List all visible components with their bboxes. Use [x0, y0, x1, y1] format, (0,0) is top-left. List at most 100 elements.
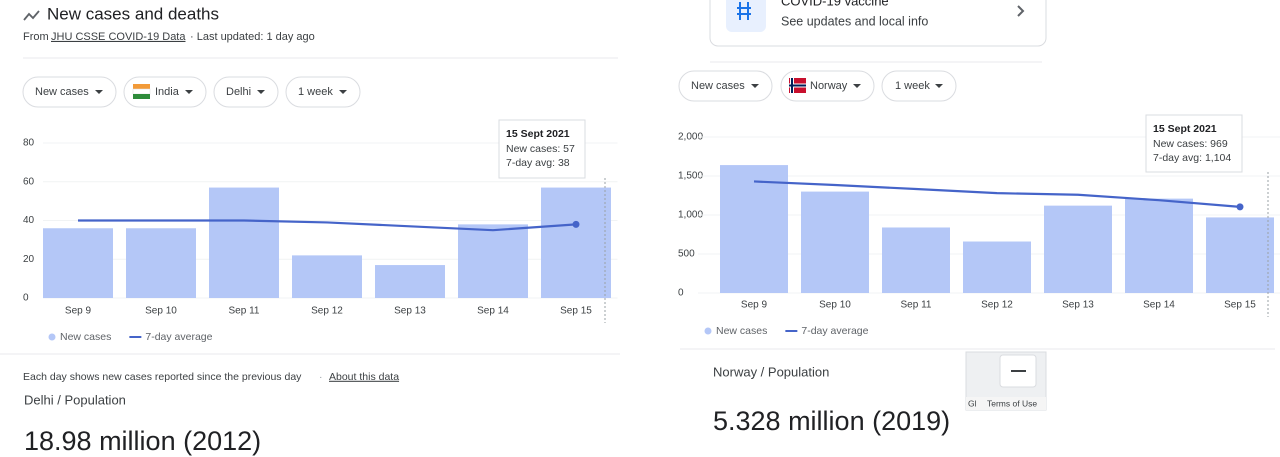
x-tick-label: Sep 10	[145, 306, 177, 317]
chip-caret	[751, 84, 759, 88]
chip-caret	[185, 90, 193, 94]
x-tick-label: Sep 15	[1224, 300, 1256, 311]
x-tick-label: Sep 12	[981, 300, 1013, 311]
source-link[interactable]: JHU CSSE COVID-19 Data	[51, 31, 186, 43]
bar	[720, 165, 788, 293]
legend-label: 7-day average	[801, 325, 868, 337]
flag	[132, 88, 151, 95]
y-tick-label: 2,000	[678, 132, 703, 143]
chevron	[1017, 5, 1025, 17]
bar	[458, 224, 528, 298]
y-tick-label: 500	[678, 249, 695, 260]
y-tick-label: 40	[23, 215, 35, 226]
tooltip-line: New cases: 969	[1153, 138, 1228, 150]
bar	[1206, 217, 1274, 293]
bar	[1125, 198, 1193, 293]
chip-label: 1 week	[298, 86, 333, 98]
flag	[133, 94, 150, 99]
x-tick-label: Sep 10	[819, 300, 851, 311]
chip[interactable]	[881, 70, 957, 102]
population: 5.328 million (2019)	[713, 406, 950, 436]
hover-point	[1236, 203, 1244, 211]
y-tick-label: 1,000	[678, 210, 703, 221]
card-subtitle: See updates and local info	[781, 14, 928, 28]
chip-label: India	[155, 86, 180, 98]
x-tick-label: Sep 14	[1143, 300, 1175, 311]
x-tick-label: Sep 13	[394, 306, 426, 317]
population: 18.98 million (2012)	[24, 426, 261, 456]
flag	[789, 78, 806, 93]
chip[interactable]	[678, 70, 773, 102]
tooltip	[1145, 114, 1243, 173]
map-terms[interactable]: Terms of Use	[987, 398, 1037, 408]
hover-point	[572, 220, 580, 228]
x-tick-label: Sep 11	[901, 300, 932, 311]
footnote: Each day shows new cases reported since …	[23, 371, 302, 383]
bar	[209, 187, 279, 298]
bar	[963, 241, 1031, 293]
tooltip	[498, 119, 586, 179]
x-tick-label: Sep 9	[741, 300, 768, 311]
panel-title: New cases and deaths	[47, 4, 219, 23]
chip[interactable]	[22, 76, 117, 108]
chip[interactable]	[213, 76, 279, 108]
bar	[801, 191, 869, 293]
y-tick-label: 80	[23, 138, 35, 149]
x-tick-label: Sep 12	[311, 306, 343, 317]
bar	[882, 227, 950, 293]
trend-icon	[23, 10, 40, 21]
map-attribution: Gl	[968, 398, 977, 408]
x-tick-label: Sep 14	[477, 306, 509, 317]
chip-caret	[257, 90, 265, 94]
average-line	[753, 180, 1241, 208]
chip-label: Norway	[810, 80, 848, 92]
x-tick-label: Sep 9	[65, 306, 92, 317]
y-tick-label: 0	[23, 293, 29, 304]
flag	[133, 84, 150, 89]
map-footer	[966, 397, 1046, 410]
y-tick-label: 60	[23, 176, 35, 187]
chip-label: New cases	[35, 86, 89, 98]
x-tick-label: Sep 11	[229, 306, 260, 317]
chip-label: New cases	[691, 80, 745, 92]
average-line	[78, 219, 577, 232]
tooltip-line: 7-day avg: 38	[506, 157, 570, 169]
y-tick-label: 20	[23, 254, 35, 265]
chip-caret	[95, 90, 103, 94]
tooltip-title: 15 Sept 2021	[506, 128, 570, 140]
source-updated: · Last updated: 1 day ago	[190, 31, 315, 43]
chip[interactable]	[285, 76, 361, 108]
legend-swatch	[704, 327, 712, 335]
bar	[126, 228, 196, 298]
vaccine-card[interactable]	[709, 0, 1047, 47]
tooltip-line: New cases: 57	[506, 143, 575, 155]
source-prefix: From	[23, 31, 49, 43]
bar	[43, 228, 113, 298]
legend-label: New cases	[60, 331, 111, 343]
about-link[interactable]: About this data	[329, 371, 399, 383]
chip-label: Delhi	[226, 86, 251, 98]
legend-swatch	[48, 333, 56, 341]
tooltip-line: 7-day avg: 1,104	[1153, 152, 1231, 164]
bar	[1044, 205, 1112, 293]
bar	[292, 255, 362, 298]
y-tick-label: 0	[678, 288, 684, 299]
chip-caret	[853, 84, 861, 88]
vaccine-icon	[737, 2, 751, 20]
tooltip-title: 15 Sept 2021	[1153, 123, 1217, 135]
breadcrumb: Delhi / Population	[24, 392, 126, 407]
card-title: COVID-19 vaccine	[781, 0, 889, 8]
bar	[541, 187, 611, 298]
legend-label: 7-day average	[145, 331, 212, 343]
chip-caret	[935, 84, 943, 88]
y-tick-label: 1,500	[678, 171, 703, 182]
footnote-separator: ·	[319, 371, 323, 383]
chip-caret	[339, 90, 347, 94]
legend-label: New cases	[716, 325, 767, 337]
vaccine-icon	[726, 0, 766, 32]
x-tick-label: Sep 15	[560, 306, 592, 317]
breadcrumb: Norway / Population	[713, 364, 829, 379]
chip-label: 1 week	[895, 80, 930, 92]
bar	[375, 265, 445, 298]
